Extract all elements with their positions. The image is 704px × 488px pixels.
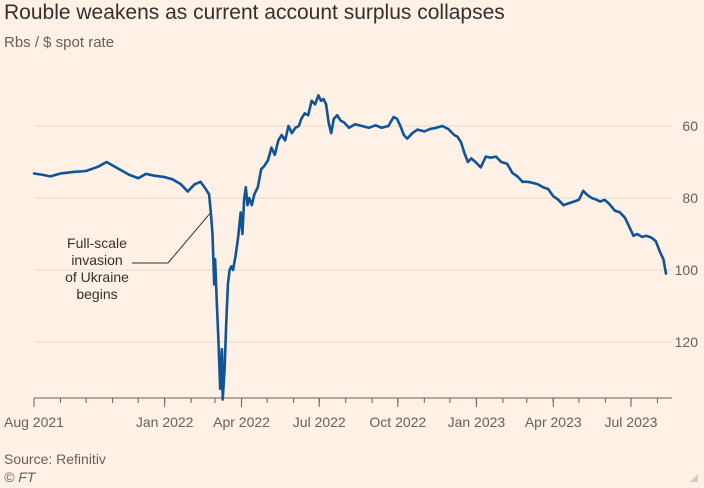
- x-tick-label: Apr 2022: [213, 414, 270, 430]
- x-tick-label: Jan 2023: [448, 414, 506, 430]
- y-tick-label: 80: [682, 190, 698, 206]
- series-line-0: [32, 94, 668, 401]
- x-tick-label: Aug 2021: [4, 414, 64, 430]
- y-axis: 60 80 100 120: [675, 118, 699, 350]
- x-axis: Aug 2021 Jan 2022 Apr 2022 Jul 2022 Oct 2022…: [4, 397, 672, 430]
- annotation-text-line: Full-scale: [67, 235, 127, 251]
- y-tick-label: 120: [675, 334, 699, 350]
- y-tick-label: 60: [682, 118, 698, 134]
- ft-credit: © FT: [4, 469, 36, 485]
- annotation-text-line: of Ukraine: [65, 269, 129, 285]
- chart-title: Rouble weakens as current account surplu…: [4, 1, 505, 24]
- series-group: [32, 94, 668, 401]
- x-tick-label: Apr 2023: [525, 414, 582, 430]
- annotation-text-line: invasion: [71, 252, 122, 268]
- x-tick-label: Jul 2023: [605, 414, 658, 430]
- source-note: Source: Refinitiv: [4, 451, 106, 467]
- x-tick-label: Jul 2022: [293, 414, 346, 430]
- gridlines: [34, 125, 672, 343]
- y-tick-label: 100: [675, 262, 699, 278]
- annotation-text-line: begins: [76, 286, 117, 302]
- chart-subtitle: Rbs / $ spot rate: [4, 34, 115, 51]
- annotation-leader-line: [132, 212, 212, 264]
- resize-corner-icon: [690, 474, 698, 482]
- x-tick-label: Oct 2022: [369, 414, 426, 430]
- x-tick-label: Jan 2022: [136, 414, 194, 430]
